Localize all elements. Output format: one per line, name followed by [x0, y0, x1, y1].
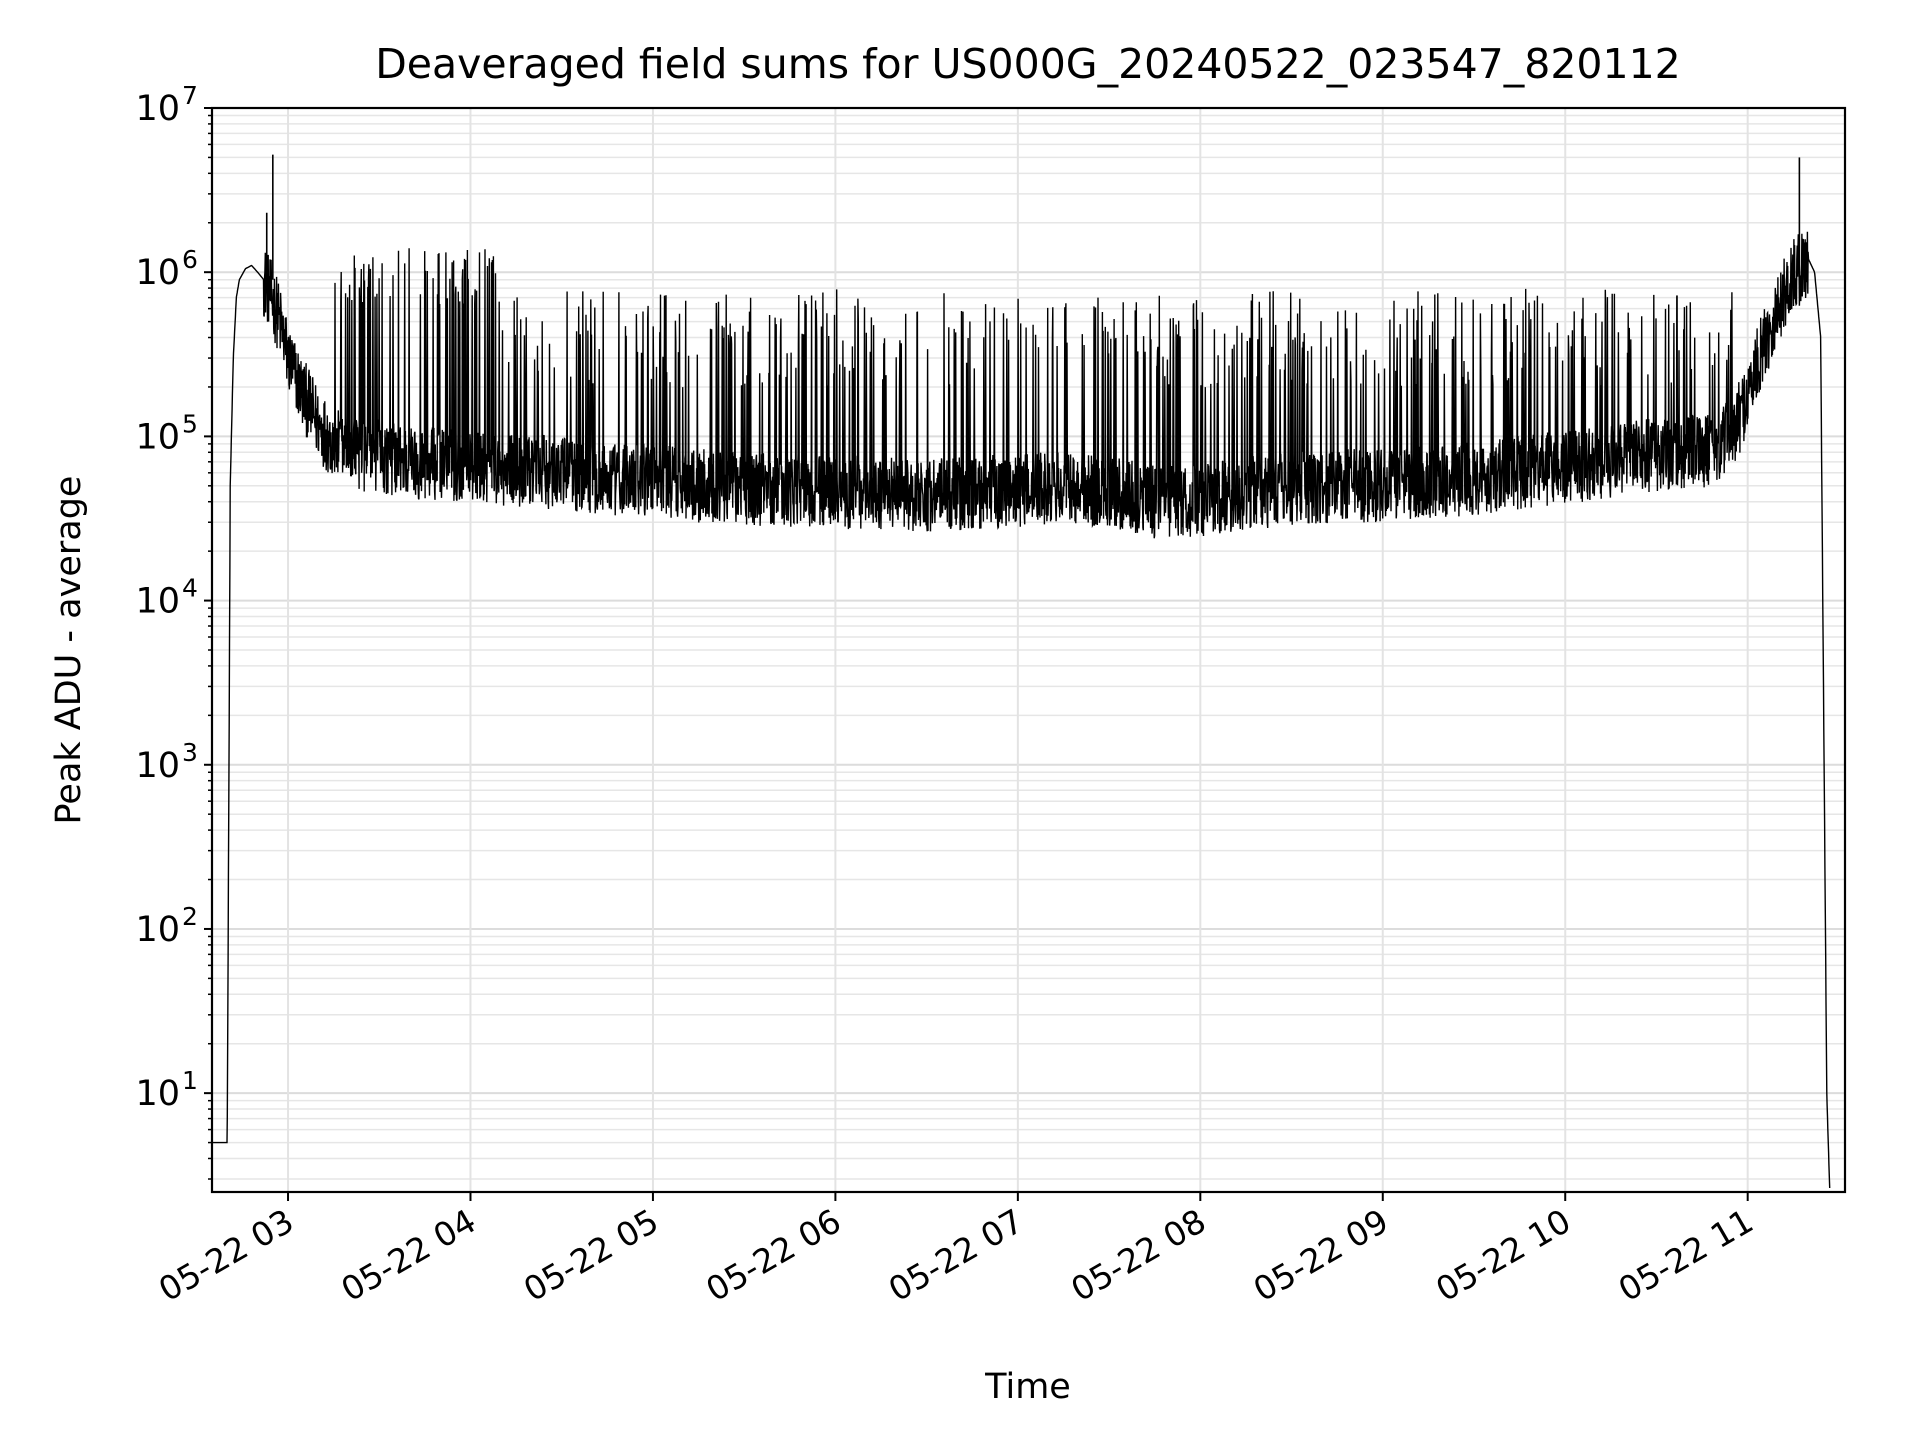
- x-axis-label: Time: [984, 1367, 1071, 1407]
- chart-title: Deaveraged field sums for US000G_2024052…: [375, 40, 1681, 88]
- y-tick-exponent: 6: [182, 245, 198, 274]
- y-tick-label: 10: [135, 253, 180, 293]
- y-axis-label: Peak ADU - average: [49, 476, 89, 825]
- y-tick-label: 10: [135, 910, 180, 950]
- y-tick-label: 10: [135, 582, 180, 622]
- y-tick-exponent: 7: [182, 81, 198, 110]
- y-tick-exponent: 1: [182, 1066, 198, 1095]
- y-tick-label: 10: [135, 1074, 180, 1114]
- y-tick-exponent: 2: [182, 902, 198, 931]
- y-tick-label: 10: [135, 746, 180, 786]
- y-tick-exponent: 3: [182, 738, 198, 767]
- y-tick-label: 10: [135, 89, 180, 129]
- y-tick-exponent: 4: [182, 574, 198, 603]
- y-tick-exponent: 5: [182, 409, 198, 438]
- y-tick-label: 10: [135, 417, 180, 457]
